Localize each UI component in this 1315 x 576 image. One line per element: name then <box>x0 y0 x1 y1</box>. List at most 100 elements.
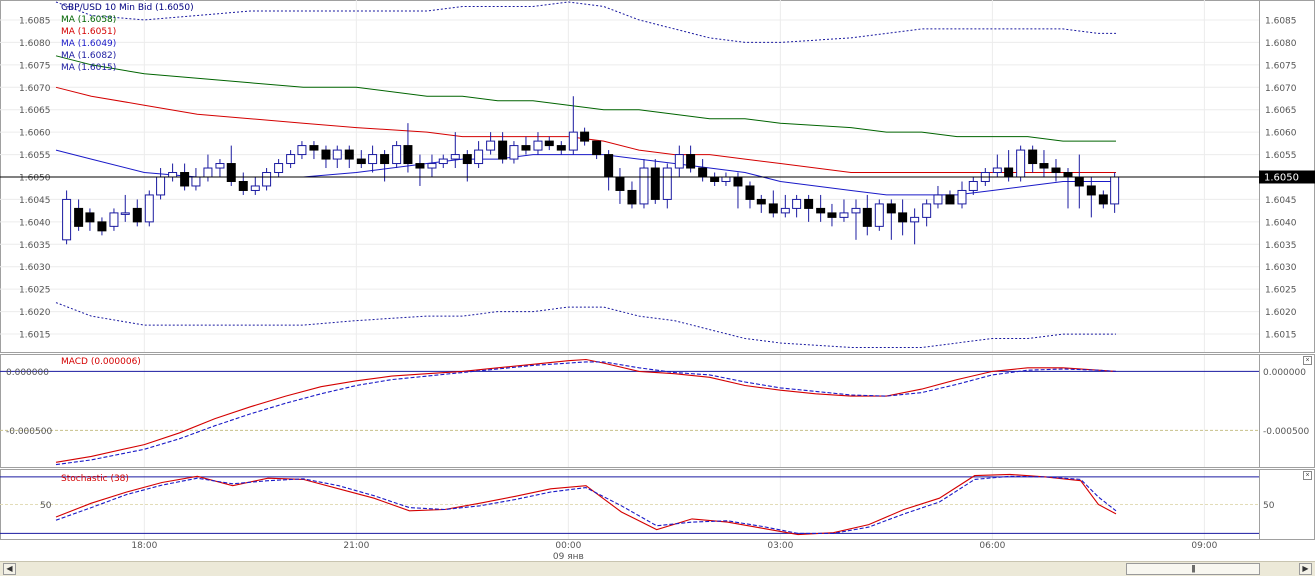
candle-body <box>321 149 331 160</box>
candle-body <box>1028 149 1038 165</box>
moving-average-lines <box>55 1 1116 348</box>
price-tick-left: 1.6030 <box>19 263 51 273</box>
price-tick-left: 1.6070 <box>19 84 51 94</box>
macd-series-1 <box>55 358 1117 463</box>
stochastic-series-1 <box>55 473 1117 536</box>
candle-body <box>686 154 696 169</box>
candle-body <box>203 167 213 178</box>
candle-body <box>1051 167 1061 174</box>
macd-reference-lines <box>0 355 1259 467</box>
candle-body <box>910 216 920 223</box>
chart-canvas[interactable]: 1.6085 1.6085 1.6080 1.6080 1.6075 1.6075 1.60… <box>0 0 1315 562</box>
price-tick-right: 1.6045 <box>1265 196 1297 206</box>
candle-body <box>356 158 366 165</box>
price-tick-right: 1.6025 <box>1265 286 1297 296</box>
candle-body <box>427 163 437 169</box>
candle-body <box>109 212 119 227</box>
candle-body <box>662 167 672 200</box>
candle-body <box>403 145 413 165</box>
candle-body <box>1039 163 1049 169</box>
candle-body <box>674 154 684 169</box>
price-tick-left: 1.6025 <box>19 286 51 296</box>
price-tick-right: 1.6080 <box>1265 39 1297 49</box>
candle-body <box>438 158 448 165</box>
candle-body <box>238 180 248 191</box>
ma-line-1 <box>55 55 1116 142</box>
candle-body <box>486 140 496 151</box>
candle-body <box>332 149 342 160</box>
stochastic-axis: 50 50 <box>40 501 1275 511</box>
macd-series-2 <box>55 361 1117 466</box>
scrollbar-thumb[interactable]: ||| <box>1126 563 1260 575</box>
candle-body <box>74 207 84 227</box>
scroll-left-icon[interactable]: ◀ <box>3 563 16 575</box>
last-price-box <box>1259 170 1315 184</box>
candle-body <box>462 154 472 165</box>
candle-body <box>1063 172 1073 178</box>
candle-body <box>851 207 861 214</box>
macd-tick-right: -0.000500 <box>1263 427 1309 437</box>
candle-body <box>945 194 955 205</box>
candle-body <box>874 203 884 227</box>
candle-body <box>509 145 519 160</box>
price-tick-left: 1.6020 <box>19 308 51 318</box>
price-tick-right: 1.6035 <box>1265 241 1297 251</box>
stochastic-panel[interactable]: 50 50 Stochastic (38) <box>0 469 1315 540</box>
candle-body <box>992 167 1002 174</box>
candle-body <box>827 212 837 218</box>
price-tick-right: 1.6030 <box>1265 263 1297 273</box>
candle-body <box>592 140 602 156</box>
candle-body <box>120 212 130 215</box>
price-tick-right: 1.6075 <box>1265 61 1297 71</box>
candle-body <box>521 145 531 151</box>
horizontal-scrollbar[interactable]: ◀ ||| ▶ <box>0 561 1315 576</box>
candle-body <box>309 145 319 151</box>
macd-lines <box>55 358 1117 466</box>
candle-body <box>698 167 708 178</box>
price-legend: GBP/USD 10 Min Bid (1.6050) MA (1.6058) … <box>61 3 194 73</box>
candle-body <box>262 172 272 187</box>
candle-body <box>604 154 614 178</box>
candle-body <box>274 163 284 174</box>
candle-body <box>297 145 307 156</box>
candle-body <box>286 154 296 165</box>
legend-ma-5: MA (1.6015) <box>61 63 116 73</box>
legend-ma-4: MA (1.6082) <box>61 51 116 61</box>
time-tick-label: 18:00 <box>131 541 157 551</box>
candle-body <box>97 221 107 232</box>
candle-body <box>639 167 649 205</box>
candle-body <box>650 167 660 200</box>
macd-close-icon[interactable]: × <box>1303 356 1312 365</box>
candle-body <box>780 207 790 214</box>
candle-body <box>768 203 778 214</box>
candle-body <box>816 207 826 214</box>
last-price-label: 1.6050 <box>1264 173 1299 184</box>
candle-body <box>839 212 849 218</box>
price-panel[interactable]: 1.6085 1.6085 1.6080 1.6080 1.6075 1.6075 1.60… <box>0 0 1315 353</box>
stochastic-series-2 <box>55 475 1117 534</box>
candle-body <box>168 172 178 178</box>
candle-body <box>957 189 967 205</box>
candle-body <box>415 163 425 169</box>
price-tick-left: 1.6015 <box>19 331 51 341</box>
price-tick-right: 1.6040 <box>1265 218 1297 228</box>
price-tick-left: 1.6060 <box>19 129 51 139</box>
candle-body <box>933 194 943 205</box>
candle-body <box>132 207 142 223</box>
price-tick-right: 1.6085 <box>1265 16 1297 26</box>
price-tick-left: 1.6085 <box>19 16 51 26</box>
candle-body <box>721 176 731 182</box>
candle-body <box>1004 167 1014 178</box>
macd-panel[interactable]: 0.000000 0.000000 -0.000500 -0.000500 MACD … <box>0 354 1315 468</box>
ma-line-5 <box>55 302 1116 348</box>
price-tick-left: 1.6075 <box>19 61 51 71</box>
candle-body <box>627 189 637 205</box>
price-tick-right: 1.6060 <box>1265 129 1297 139</box>
price-tick-left: 1.6035 <box>19 241 51 251</box>
legend-macd: MACD (0.000006) <box>61 357 141 367</box>
stochastic-close-icon[interactable]: × <box>1303 471 1312 480</box>
scroll-right-icon[interactable]: ▶ <box>1299 563 1312 575</box>
legend-ma-1: MA (1.6058) <box>61 15 116 25</box>
candle-body <box>144 194 154 223</box>
